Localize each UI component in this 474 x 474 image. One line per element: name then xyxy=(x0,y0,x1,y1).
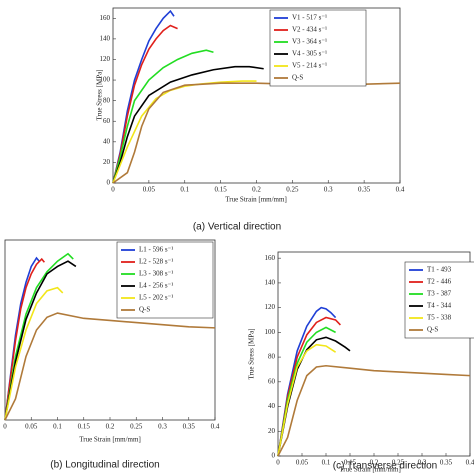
y-tick-label: 0 xyxy=(107,179,111,187)
data-line xyxy=(112,24,178,184)
x-tick-label: 0.2 xyxy=(252,186,261,194)
x-tick-label: 0.05 xyxy=(296,459,309,467)
y-axis-label: True Stress [MPa] xyxy=(248,328,256,379)
data-line xyxy=(112,65,264,184)
legend-label: V5 - 214 s⁻¹ xyxy=(292,62,327,70)
legend-box xyxy=(269,9,367,87)
y-tick-label: 120 xyxy=(100,55,111,63)
y-tick-label: 20 xyxy=(268,427,276,435)
x-tick-label: 0.4 xyxy=(211,423,220,431)
x-tick-label: 0 xyxy=(3,423,7,431)
caption: (c) Transverse direction xyxy=(333,461,437,472)
x-tick-label: 0.4 xyxy=(466,459,474,467)
x-tick-label: 0.1 xyxy=(53,423,62,431)
x-tick-label: 0.15 xyxy=(215,186,228,194)
y-tick-label: 140 xyxy=(265,279,276,287)
legend-label: L4 - 256 s⁻¹ xyxy=(139,282,173,290)
legend-label: V4 - 305 s⁻¹ xyxy=(292,50,327,58)
x-tick-label: 0.25 xyxy=(392,459,405,467)
data-line xyxy=(277,364,471,457)
caption: (b) Longitudinal direction xyxy=(50,460,160,471)
data-line xyxy=(277,316,341,457)
data-line xyxy=(4,312,216,421)
data-line xyxy=(277,326,336,457)
legend-box xyxy=(404,261,474,339)
x-tick-label: 0.35 xyxy=(440,459,453,467)
data-line xyxy=(277,306,337,457)
y-tick-label: 120 xyxy=(265,303,276,311)
data-line xyxy=(4,260,77,421)
x-tick-label: 0.1 xyxy=(180,186,189,194)
x-tick-label: 0.15 xyxy=(344,459,357,467)
y-axis-label: True Stress [MPa] xyxy=(96,69,104,120)
x-axis-label: True Strain [mm/mm] xyxy=(225,196,287,204)
x-tick-label: 0.2 xyxy=(370,459,379,467)
y-tick-label: 60 xyxy=(103,117,111,125)
data-line xyxy=(4,286,64,421)
y-tick-label: 40 xyxy=(268,402,276,410)
legend-label: Q-S xyxy=(292,74,303,82)
x-tick-label: 0.25 xyxy=(286,186,299,194)
legend-label: V3 - 364 s⁻¹ xyxy=(292,38,327,46)
x-tick-label: 0.3 xyxy=(418,459,427,467)
legend-label: L2 - 528 s⁻¹ xyxy=(139,258,173,266)
x-tick-label: 0.3 xyxy=(158,423,167,431)
y-tick-label: 80 xyxy=(268,353,276,361)
x-tick-label: 0.25 xyxy=(130,423,143,431)
y-tick-label: 40 xyxy=(103,137,111,145)
x-tick-label: 0.2 xyxy=(106,423,115,431)
legend-label: L5 - 202 s⁻¹ xyxy=(139,294,173,302)
data-line xyxy=(4,252,74,421)
legend-label: L1 - 596 s⁻¹ xyxy=(139,246,173,254)
data-line xyxy=(112,49,214,184)
y-tick-label: 100 xyxy=(100,76,111,84)
x-tick-label: 0.35 xyxy=(358,186,371,194)
legend-label: Q-S xyxy=(139,306,150,314)
x-tick-label: 0.35 xyxy=(183,423,196,431)
y-tick-label: 60 xyxy=(268,377,276,385)
legend-label: T4 - 344 xyxy=(427,302,452,310)
y-tick-label: 0 xyxy=(272,452,276,460)
x-tick-label: 0 xyxy=(276,459,280,467)
y-tick-label: 20 xyxy=(103,158,111,166)
legend-label: T2 - 446 xyxy=(427,278,452,286)
data-line xyxy=(112,80,257,184)
y-tick-label: 160 xyxy=(265,254,276,262)
x-tick-label: 0.1 xyxy=(322,459,331,467)
y-tick-label: 140 xyxy=(100,34,111,42)
y-tick-label: 100 xyxy=(265,328,276,336)
x-tick-label: 0.3 xyxy=(324,186,333,194)
x-tick-label: 0.4 xyxy=(396,186,405,194)
caption: (a) Vertical direction xyxy=(193,222,281,233)
legend-label: T1 - 493 xyxy=(427,266,452,274)
x-tick-label: 0 xyxy=(111,186,115,194)
legend-label: Q-S xyxy=(427,326,438,334)
data-line xyxy=(277,343,337,457)
x-tick-label: 0.05 xyxy=(25,423,38,431)
y-tick-label: 160 xyxy=(100,14,111,22)
legend-label: T3 - 387 xyxy=(427,290,452,298)
x-tick-label: 0.05 xyxy=(143,186,156,194)
legend-label: T5 - 338 xyxy=(427,314,452,322)
data-line xyxy=(4,257,45,421)
legend-label: L3 - 308 s⁻¹ xyxy=(139,270,173,278)
x-axis-label: True Strain [mm/mm] xyxy=(339,466,401,474)
y-tick-label: 80 xyxy=(103,96,111,104)
legend-label: V1 - 517 s⁻¹ xyxy=(292,14,327,22)
legend-box xyxy=(116,241,214,319)
x-tick-label: 0.15 xyxy=(78,423,91,431)
legend-label: V2 - 434 s⁻¹ xyxy=(292,26,327,34)
x-axis-label: True Strain [mm/mm] xyxy=(79,436,141,444)
